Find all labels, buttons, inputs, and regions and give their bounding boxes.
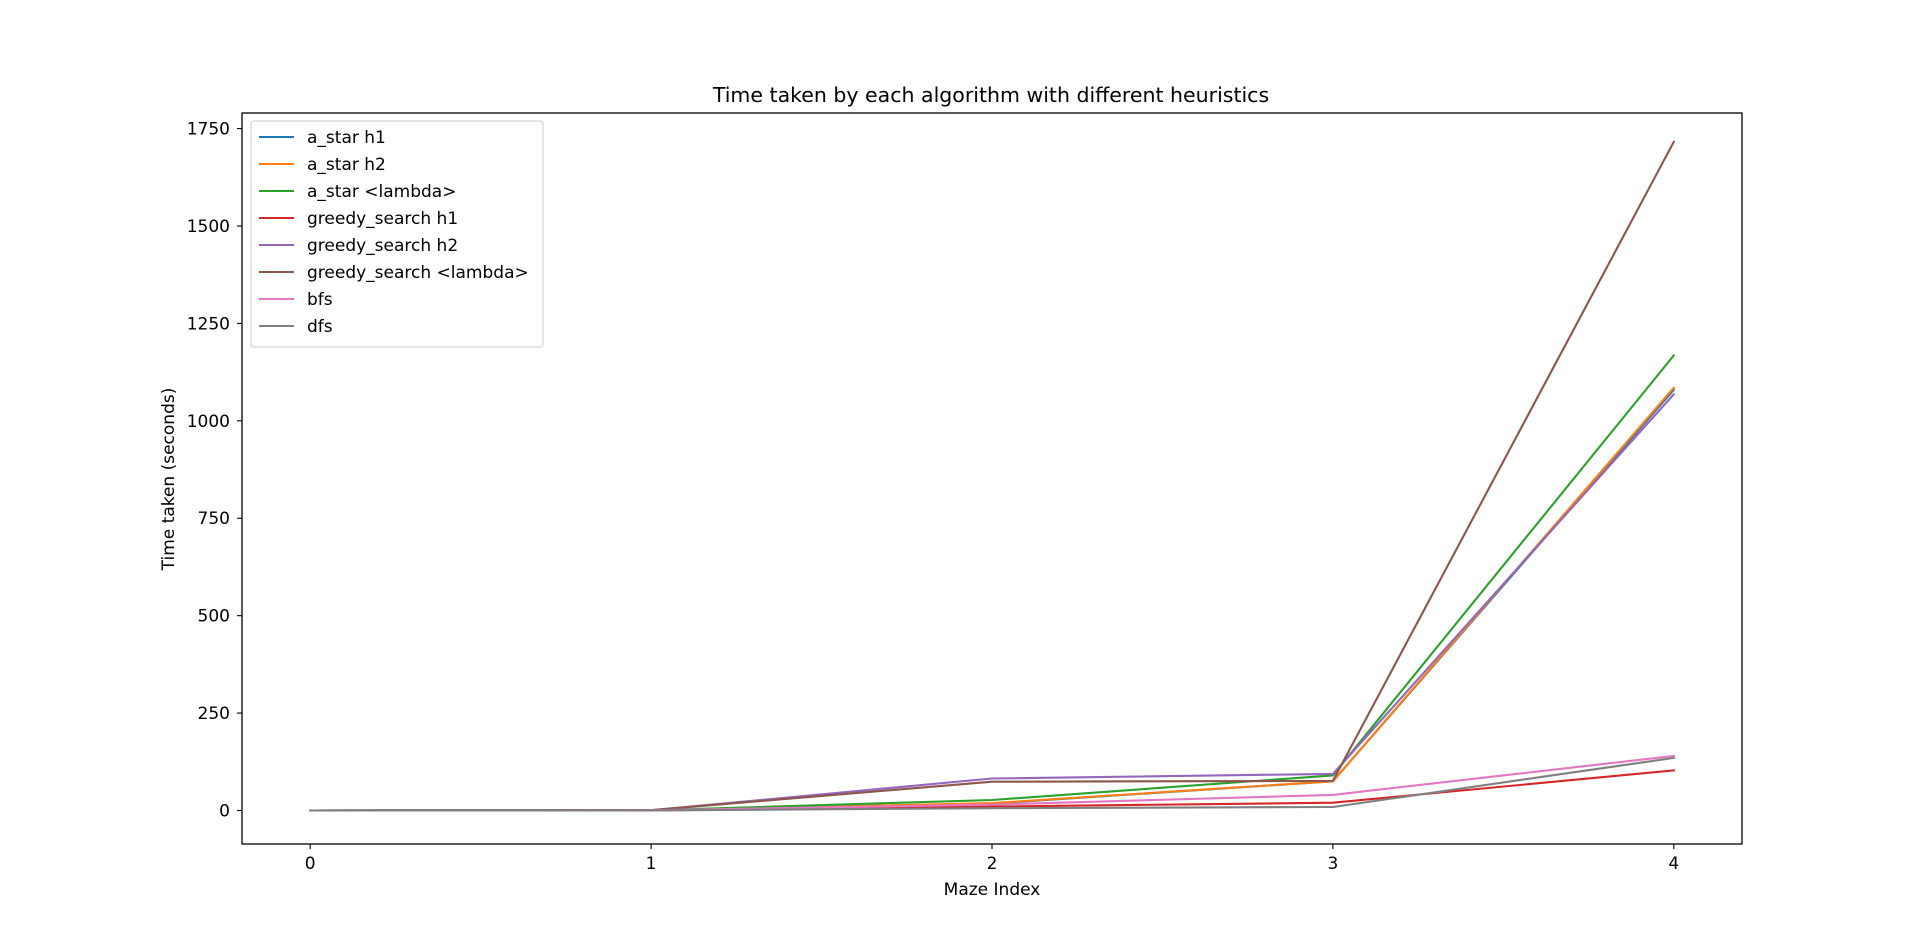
legend-label: a_star <lambda> bbox=[307, 182, 456, 202]
y-tick-label: 0 bbox=[219, 801, 230, 821]
chart-title: Time taken by each algorithm with differ… bbox=[712, 83, 1269, 107]
y-tick-label: 1500 bbox=[187, 217, 230, 237]
x-tick-label: 0 bbox=[305, 854, 316, 874]
legend-label: greedy_search <lambda> bbox=[307, 263, 529, 283]
y-tick-label: 750 bbox=[198, 509, 230, 529]
x-tick-label: 4 bbox=[1668, 854, 1679, 874]
series-line-7 bbox=[309, 756, 1675, 812]
y-tick-label: 1250 bbox=[187, 314, 230, 334]
legend-box bbox=[250, 120, 544, 348]
y-axis: 0 250 500 750 1000 1250 1500 1750 bbox=[187, 120, 242, 821]
y-tick-label: 250 bbox=[198, 704, 230, 724]
legend-label: a_star h1 bbox=[307, 128, 386, 148]
x-tick-label: 1 bbox=[646, 854, 657, 874]
y-tick-label: 500 bbox=[198, 607, 230, 627]
x-tick-label: 3 bbox=[1327, 854, 1338, 874]
x-axis: 0 1 2 3 4 bbox=[305, 844, 1679, 874]
legend-label: bfs bbox=[307, 290, 333, 310]
legend: a_star h1 a_star h2 a_star <lambda> greedy_… bbox=[250, 120, 544, 348]
y-axis-title: Time taken (seconds) bbox=[159, 388, 179, 572]
legend-label: dfs bbox=[307, 317, 333, 337]
y-tick-label: 1750 bbox=[187, 120, 230, 140]
legend-label: a_star h2 bbox=[307, 155, 386, 175]
x-tick-label: 2 bbox=[987, 854, 998, 874]
plot-area bbox=[309, 140, 1676, 812]
x-axis-title: Maze Index bbox=[944, 880, 1041, 900]
y-tick-label: 1000 bbox=[187, 412, 230, 432]
legend-label: greedy_search h1 bbox=[307, 209, 458, 229]
legend-label: greedy_search h2 bbox=[307, 236, 458, 256]
